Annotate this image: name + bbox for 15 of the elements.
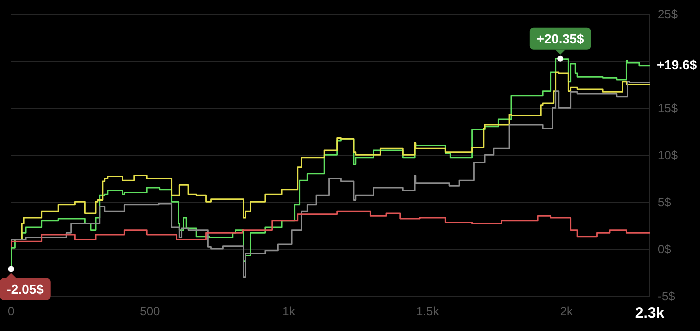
y-tick-label: 5$ [658, 195, 672, 210]
annotation: +20.35$ [536, 31, 586, 46]
y-tick-label: 0$ [658, 242, 672, 256]
x-tick-label: 2k [560, 304, 574, 319]
y-tick-label: 25$ [658, 8, 678, 22]
x-tick-label: 2.3k [635, 305, 666, 322]
x-tick-label: 500 [140, 304, 161, 319]
annotation: -2.05$ [6, 282, 45, 297]
x-tick-label: 1.5k [416, 304, 440, 319]
y-tick-label: -5$ [658, 289, 676, 304]
x-tick-label: 0 [8, 304, 15, 319]
annotation: +19.6$ [657, 58, 698, 72]
x-tick-label: 1k [282, 304, 296, 319]
y-tick-label: 15$ [658, 101, 678, 116]
y-tick-label: 10$ [658, 148, 678, 162]
